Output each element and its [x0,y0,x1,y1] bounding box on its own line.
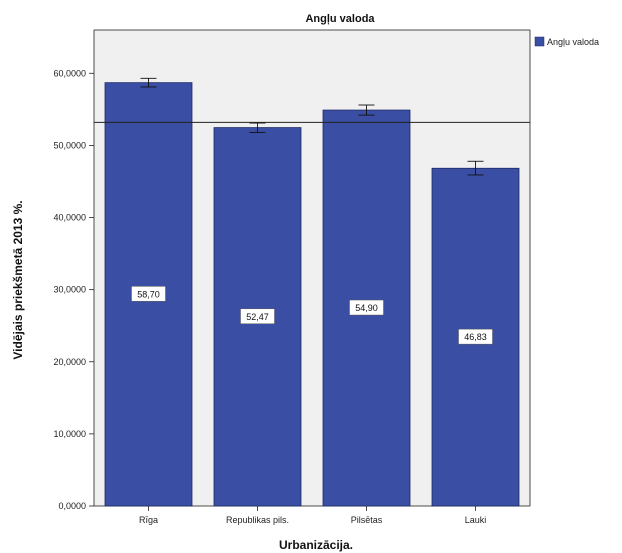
y-tick-label: 50,0000 [53,140,86,150]
x-tick-label: Republikas pils. [226,515,289,525]
x-tick-label: Lauki [465,515,487,525]
axis-layer: 0,0000 10,0000 20,0000 30,0000 40,0000 50,000… [53,68,486,525]
legend: Angļu valoda [534,36,599,47]
y-tick-label: 30,0000 [53,285,86,295]
data-label: 54,90 [355,303,378,313]
y-axis-title: Vidējais priekšmetā 2013 %. [11,200,25,359]
y-tick-label: 0,0000 [58,501,86,511]
y-tick-label: 10,0000 [53,429,86,439]
legend-swatch [534,36,545,47]
x-tick-label: Pilsētas [351,515,383,525]
data-label-box [131,286,166,302]
data-label: 58,70 [137,289,160,299]
data-label-box [240,308,275,325]
x-tick-label: Rīga [139,515,158,525]
chart-title: Angļu valoda [305,13,375,25]
y-tick-label: 20,0000 [53,357,86,367]
data-label-box [349,299,384,316]
data-label-box [458,328,493,345]
x-axis-title: Urbanizācija. [279,538,353,552]
data-label: 46,83 [464,332,487,342]
legend-entry: Angļu valoda [547,37,599,47]
y-tick-label: 40,0000 [53,213,86,223]
data-label: 52,47 [246,312,269,322]
y-tick-label: 60,0000 [53,68,86,78]
bars-layer: 58,70 52,47 54,90 46,83 [104,77,520,507]
